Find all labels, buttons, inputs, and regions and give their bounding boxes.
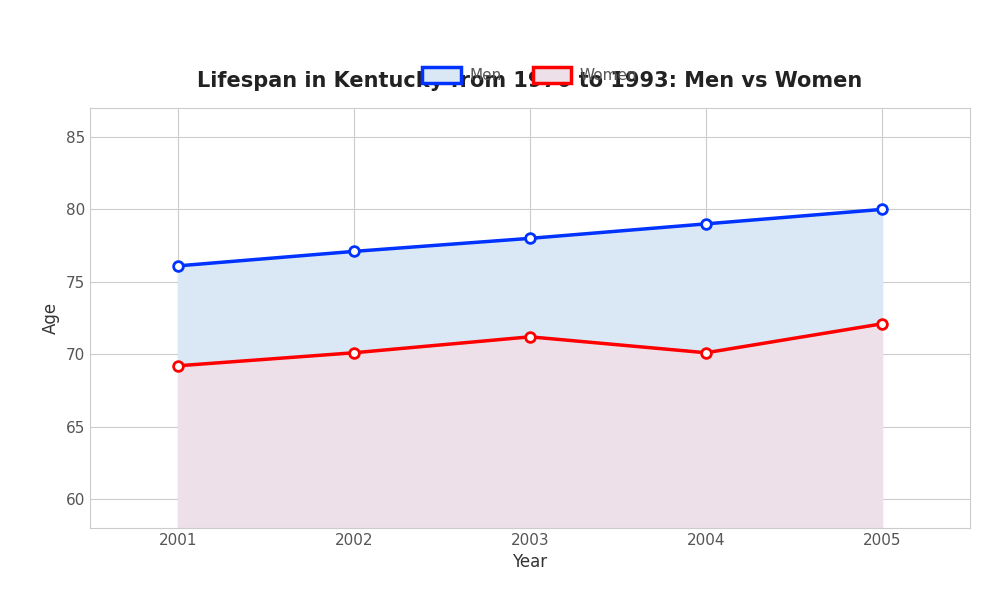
X-axis label: Year: Year	[512, 553, 548, 571]
Y-axis label: Age: Age	[42, 302, 60, 334]
Title: Lifespan in Kentucky from 1970 to 1993: Men vs Women: Lifespan in Kentucky from 1970 to 1993: …	[197, 71, 863, 91]
Legend: Men, Women: Men, Women	[416, 61, 644, 89]
